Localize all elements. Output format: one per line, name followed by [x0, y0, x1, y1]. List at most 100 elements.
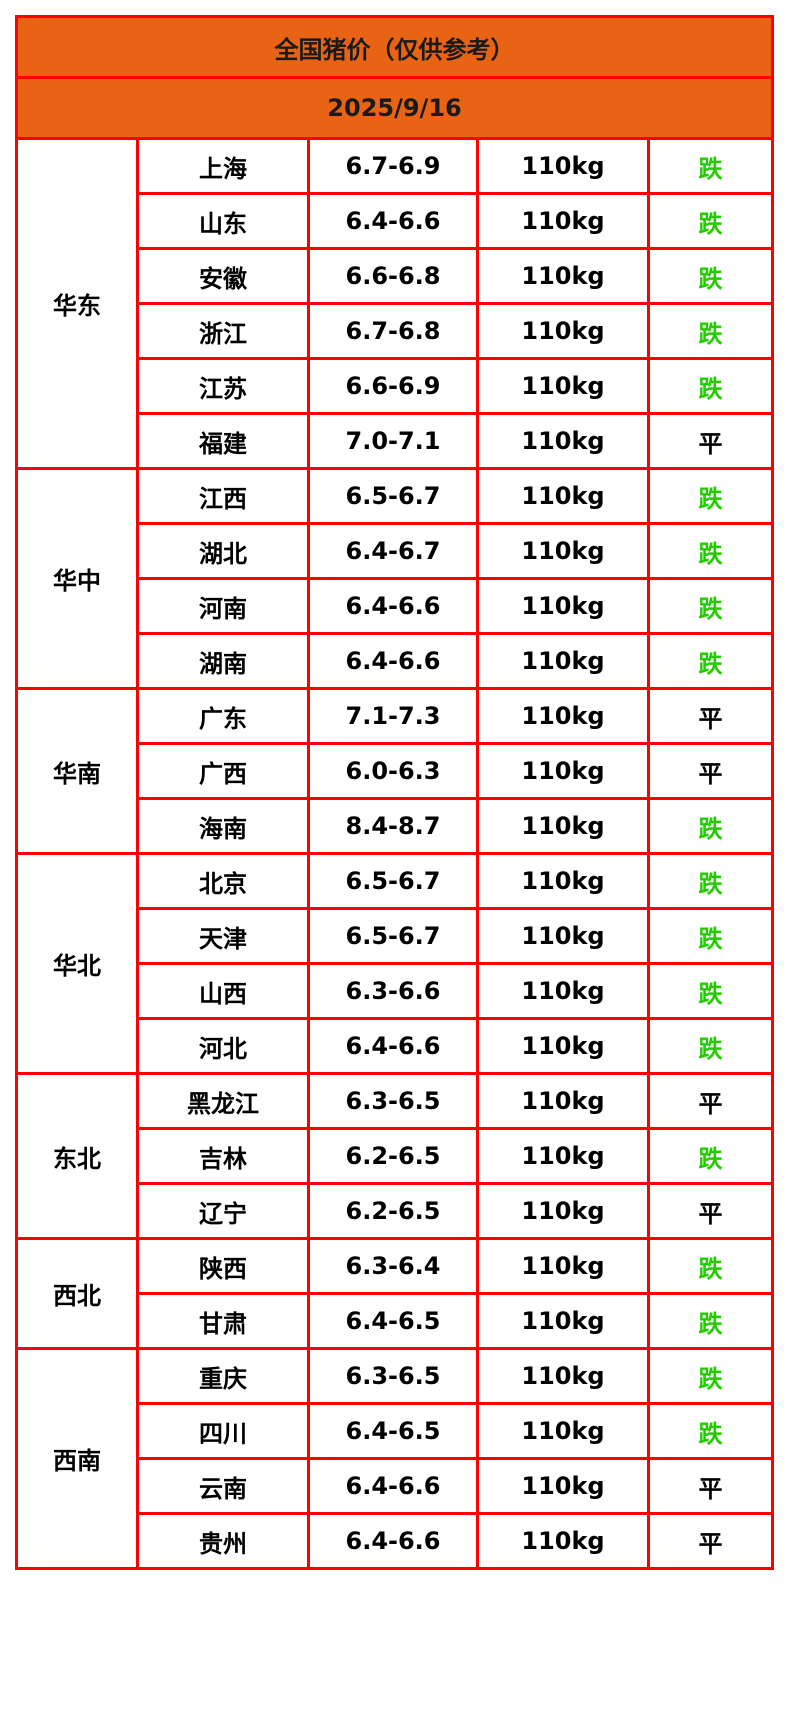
province-cell: 黑龙江 [136, 1072, 310, 1130]
trend-cell: 跌 [646, 632, 775, 690]
province-cell: 云南 [136, 1457, 310, 1515]
trend-cell: 跌 [646, 852, 775, 910]
weight-cell: 110kg [476, 742, 650, 800]
province-cell: 安徽 [136, 247, 310, 305]
region-cell: 华南 [15, 687, 139, 855]
table-row: 河南 6.4-6.6 110kg 跌 [17, 577, 775, 635]
weight-cell: 110kg [476, 1237, 650, 1295]
price-cell: 6.4-6.6 [307, 1457, 479, 1515]
region-cell: 西南 [15, 1347, 139, 1570]
weight-cell: 110kg [476, 1347, 650, 1405]
price-cell: 6.5-6.7 [307, 852, 479, 910]
weight-cell: 110kg [476, 137, 650, 195]
trend-cell: 跌 [646, 1237, 775, 1295]
table-row: 湖南 6.4-6.6 110kg 跌 [17, 632, 775, 690]
weight-cell: 110kg [476, 192, 650, 250]
weight-cell: 110kg [476, 357, 650, 415]
province-cell: 湖北 [136, 522, 310, 580]
price-cell: 6.3-6.4 [307, 1237, 479, 1295]
trend-cell: 跌 [646, 962, 775, 1020]
weight-cell: 110kg [476, 1127, 650, 1185]
price-cell: 6.3-6.5 [307, 1072, 479, 1130]
price-cell: 6.4-6.6 [307, 632, 479, 690]
weight-cell: 110kg [476, 1457, 650, 1515]
province-cell: 福建 [136, 412, 310, 470]
province-cell: 重庆 [136, 1347, 310, 1405]
price-cell: 6.0-6.3 [307, 742, 479, 800]
weight-cell: 110kg [476, 1017, 650, 1075]
weight-cell: 110kg [476, 467, 650, 525]
region-cell: 东北 [15, 1072, 139, 1240]
trend-cell: 跌 [646, 1402, 775, 1460]
table-row: 华北 北京 6.5-6.7 110kg 跌 [15, 852, 775, 1075]
trend-cell: 跌 [646, 302, 775, 360]
trend-cell: 平 [646, 1182, 775, 1240]
trend-cell: 跌 [646, 357, 775, 415]
region-cell: 华中 [15, 467, 139, 690]
table-row: 山西 6.3-6.6 110kg 跌 [17, 962, 775, 1020]
table-row: 甘肃 6.4-6.5 110kg 跌 [17, 1292, 775, 1350]
table-row: 贵州 6.4-6.6 110kg 平 [17, 1512, 775, 1570]
province-cell: 山西 [136, 962, 310, 1020]
weight-cell: 110kg [476, 412, 650, 470]
region-cell: 西北 [15, 1237, 139, 1350]
province-cell: 上海 [136, 137, 310, 195]
trend-cell: 平 [646, 412, 775, 470]
table-row: 天津 6.5-6.7 110kg 跌 [17, 907, 775, 965]
weight-cell: 110kg [476, 1072, 650, 1130]
province-cell: 贵州 [136, 1512, 310, 1570]
table-row: 四川 6.4-6.5 110kg 跌 [17, 1402, 775, 1460]
province-cell: 湖南 [136, 632, 310, 690]
province-cell: 广西 [136, 742, 310, 800]
table-row: 西北 陕西 6.3-6.4 110kg 跌 [15, 1237, 775, 1350]
province-cell: 甘肃 [136, 1292, 310, 1350]
price-cell: 6.4-6.6 [307, 192, 479, 250]
table-row: 东北 黑龙江 6.3-6.5 110kg 平 [15, 1072, 775, 1240]
trend-cell: 平 [646, 1072, 775, 1130]
price-cell: 6.3-6.5 [307, 1347, 479, 1405]
weight-cell: 110kg [476, 522, 650, 580]
trend-cell: 跌 [646, 467, 775, 525]
price-cell: 8.4-8.7 [307, 797, 479, 855]
price-cell: 6.4-6.5 [307, 1292, 479, 1350]
price-cell: 6.5-6.7 [307, 907, 479, 965]
province-cell: 海南 [136, 797, 310, 855]
table-row: 华东 上海 6.7-6.9 110kg 跌 [15, 137, 775, 470]
trend-cell: 跌 [646, 247, 775, 305]
weight-cell: 110kg [476, 247, 650, 305]
region-cell: 华北 [15, 852, 139, 1075]
weight-cell: 110kg [476, 1512, 650, 1570]
weight-cell: 110kg [476, 302, 650, 360]
price-cell: 6.2-6.5 [307, 1127, 479, 1185]
price-cell: 6.2-6.5 [307, 1182, 479, 1240]
table-row: 吉林 6.2-6.5 110kg 跌 [17, 1127, 775, 1185]
price-cell: 6.6-6.8 [307, 247, 479, 305]
weight-cell: 110kg [476, 1292, 650, 1350]
trend-cell: 跌 [646, 1347, 775, 1405]
region-cell: 华东 [15, 137, 139, 470]
price-cell: 7.0-7.1 [307, 412, 479, 470]
trend-cell: 跌 [646, 192, 775, 250]
trend-cell: 跌 [646, 907, 775, 965]
table-row: 西南 重庆 6.3-6.5 110kg 跌 [15, 1347, 775, 1570]
province-cell: 江西 [136, 467, 310, 525]
table-row: 安徽 6.6-6.8 110kg 跌 [17, 247, 775, 305]
trend-cell: 跌 [646, 577, 775, 635]
price-cell: 6.4-6.7 [307, 522, 479, 580]
province-cell: 吉林 [136, 1127, 310, 1185]
price-cell: 6.4-6.6 [307, 577, 479, 635]
province-cell: 陕西 [136, 1237, 310, 1295]
weight-cell: 110kg [476, 687, 650, 745]
table-row: 福建 7.0-7.1 110kg 平 [17, 412, 775, 470]
province-cell: 辽宁 [136, 1182, 310, 1240]
province-cell: 浙江 [136, 302, 310, 360]
trend-cell: 平 [646, 742, 775, 800]
price-cell: 6.4-6.5 [307, 1402, 479, 1460]
table-title: 全国猪价（仅供参考） [14, 15, 775, 79]
table-row: 浙江 6.7-6.8 110kg 跌 [17, 302, 775, 360]
price-cell: 6.4-6.6 [307, 1017, 479, 1075]
trend-cell: 平 [646, 687, 775, 745]
price-cell: 7.1-7.3 [307, 687, 479, 745]
weight-cell: 110kg [476, 852, 650, 910]
table-row: 华南 广东 7.1-7.3 110kg 平 [15, 687, 775, 855]
